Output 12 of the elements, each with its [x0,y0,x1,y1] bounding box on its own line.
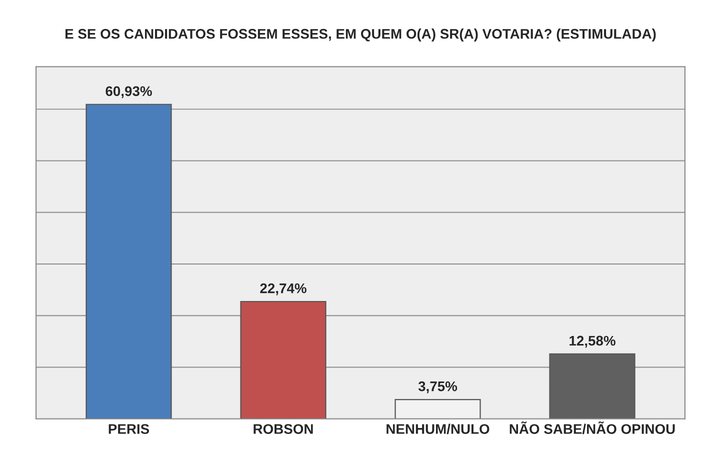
x-tick-label: NÃO SABE/NÃO OPINOU [510,421,675,434]
data-label: 60,93% [106,86,152,98]
data-label: 12,58% [570,336,616,348]
x-tick-label: ROBSON [254,424,313,434]
bar [549,353,636,419]
x-tick-label: NENHUM/NULO [386,424,490,434]
bar [240,300,326,419]
chart-title: E SE OS CANDIDATOS FOSSEM ESSES, EM QUEM O(A) SR(A) VOTARIA? (ESTIMULADA) [65,28,656,42]
data-label: 3,75% [418,381,458,394]
x-tick-label: PERIS [108,424,150,434]
bar [86,104,172,419]
data-label: 22,74% [260,283,306,296]
